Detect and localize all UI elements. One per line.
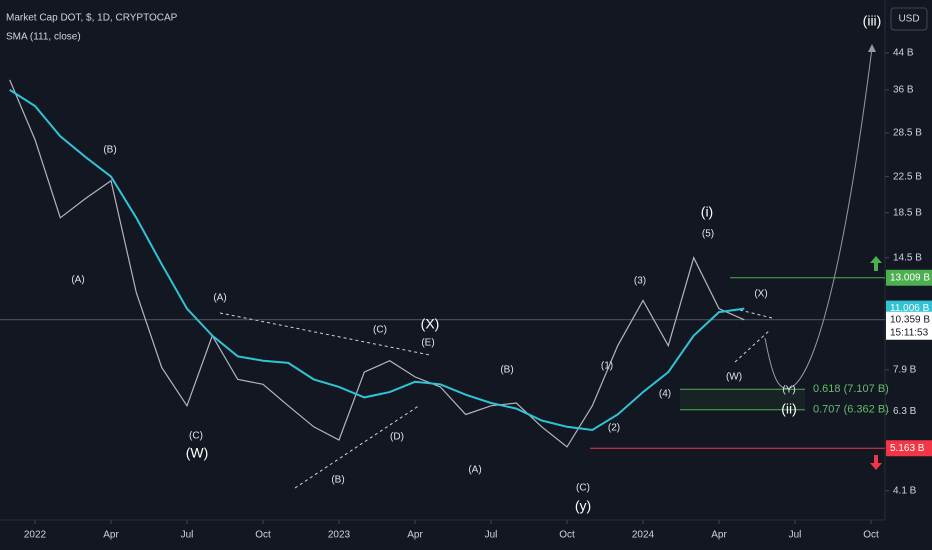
fib-label: 0.618 (7.107 B) xyxy=(813,383,889,395)
y-tick-label: 18.5 B xyxy=(893,207,922,218)
wave-label: (C) xyxy=(373,325,387,336)
wave-label: (iii) xyxy=(863,13,882,29)
x-tick-label: Jul xyxy=(789,530,802,541)
wave-label: (D) xyxy=(390,432,404,443)
wave-label: (4) xyxy=(659,389,671,400)
wave-label: (i) xyxy=(701,204,713,220)
y-tick-label: 6.3 B xyxy=(893,406,917,417)
x-tick-label: Oct xyxy=(863,530,879,541)
x-tick-label: Apr xyxy=(103,530,119,541)
fib-zone xyxy=(680,389,805,410)
wave-label: (A) xyxy=(468,465,481,476)
price-label-box xyxy=(886,311,932,340)
fib-label: 0.707 (6.362 B) xyxy=(813,404,889,416)
y-tick-label: 14.5 B xyxy=(893,252,922,263)
currency-button[interactable] xyxy=(890,7,928,31)
down-arrow xyxy=(870,455,882,470)
wave-label: (Y) xyxy=(782,385,795,396)
y-tick-label: 22.5 B xyxy=(893,171,922,182)
x-tick-label: Oct xyxy=(559,530,575,541)
x-tick-label: Jul xyxy=(181,530,194,541)
chart-title: Market Cap DOT, $, 1D, CRYPTOCAP xyxy=(6,13,178,24)
price-label: 5.163 B xyxy=(890,443,925,454)
wave-label: (ii) xyxy=(781,401,797,417)
trendline xyxy=(734,329,771,363)
wave-label: (E) xyxy=(421,338,434,349)
price-label: 11.006 B xyxy=(890,303,930,314)
wave-label: (W) xyxy=(726,372,742,383)
wave-label: (B) xyxy=(500,365,513,376)
wave-label: (C) xyxy=(189,431,203,442)
y-tick-label: 7.9 B xyxy=(893,364,917,375)
price-label: 13.009 B xyxy=(890,272,930,283)
x-tick-label: Jul xyxy=(485,530,498,541)
wave-label: (X) xyxy=(421,316,440,332)
countdown-label: 15:11:53 xyxy=(890,327,929,338)
y-tick-label: 4.1 B xyxy=(893,485,917,496)
price-label-box xyxy=(886,440,932,457)
price-label-box xyxy=(886,269,932,286)
price-line xyxy=(9,79,745,448)
trendline xyxy=(294,404,421,489)
sma-line xyxy=(9,89,745,432)
up-arrow xyxy=(870,256,882,271)
x-tick-label: 2024 xyxy=(632,530,655,541)
indicator-label: SMA (111, close) xyxy=(6,32,81,43)
projection-path xyxy=(764,47,873,390)
wave-label: (A) xyxy=(71,275,84,286)
x-tick-label: Apr xyxy=(407,530,423,541)
currency-label[interactable]: USD xyxy=(898,14,919,25)
wave-label: (5) xyxy=(702,229,714,240)
projection-arrow xyxy=(868,44,876,52)
wave-label: (2) xyxy=(608,423,620,434)
price-label: 10.359 B xyxy=(890,314,930,325)
wave-label: (y) xyxy=(575,498,591,514)
wave-label: (1) xyxy=(601,361,613,372)
wave-label: (C) xyxy=(576,483,590,494)
y-tick-label: 44 B xyxy=(893,48,914,59)
wave-label: (A) xyxy=(213,293,226,304)
x-tick-label: 2023 xyxy=(328,530,351,541)
x-tick-label: Apr xyxy=(711,530,727,541)
wave-label: (X) xyxy=(754,289,767,300)
x-tick-label: 2022 xyxy=(24,530,47,541)
wave-label: (B) xyxy=(103,145,116,156)
y-tick-label: 28.5 B xyxy=(893,128,922,139)
x-tick-label: Oct xyxy=(255,530,271,541)
wave-label: (W) xyxy=(186,445,209,461)
wave-label: (B) xyxy=(331,475,344,486)
y-tick-label: 36 B xyxy=(893,85,914,96)
wave-label: (3) xyxy=(634,276,646,287)
